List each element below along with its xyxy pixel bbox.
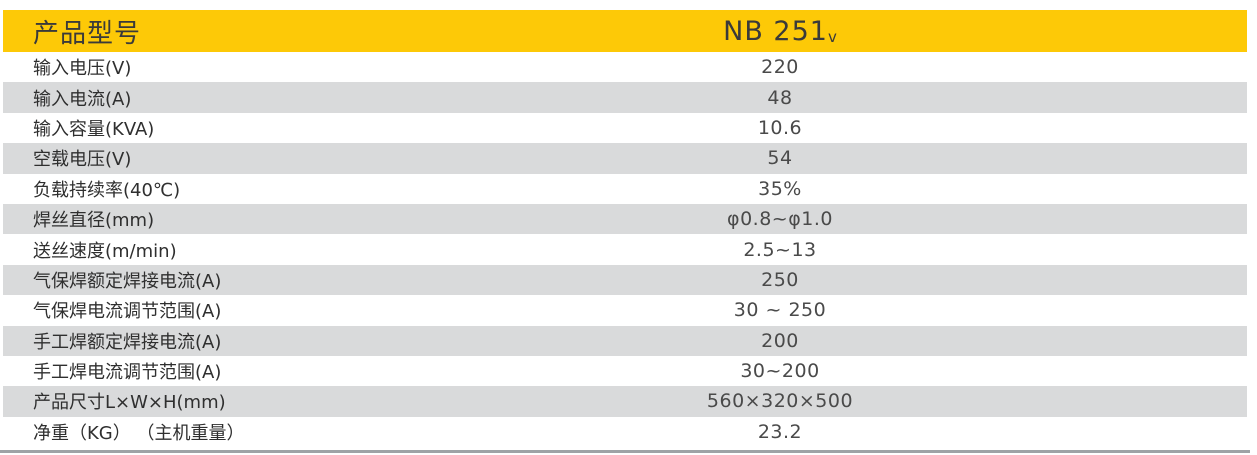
spec-value: 560×320×500 bbox=[706, 390, 854, 413]
spec-label: 送丝速度(m/min) bbox=[33, 240, 177, 262]
table-row: 手工焊电流调节范围(A) 30~200 bbox=[3, 355, 1247, 387]
spec-value: 48 bbox=[767, 86, 793, 109]
model-name: NB 251 bbox=[723, 15, 828, 47]
spec-value: 30~200 bbox=[740, 360, 820, 383]
spec-label: 产品尺寸L×W×H(mm) bbox=[33, 392, 226, 414]
spec-value: 220 bbox=[761, 56, 799, 79]
table-row: 负载持续率(40℃) 35% bbox=[3, 173, 1247, 204]
spec-value: 23.2 bbox=[757, 420, 803, 443]
header-model-value: NB 251v bbox=[313, 16, 1247, 47]
spec-value: φ0.8~φ1.0 bbox=[727, 208, 833, 231]
table-row: 空载电压(V) 54 bbox=[3, 143, 1247, 174]
table-row: 输入容量(KVA) 10.6 bbox=[3, 112, 1247, 144]
spec-label: 手工焊额定焊接电流(A) bbox=[33, 331, 222, 353]
table-row: 手工焊额定焊接电流(A) 200 bbox=[3, 325, 1247, 356]
spec-label: 手工焊电流调节范围(A) bbox=[33, 362, 222, 384]
spec-value: 35% bbox=[758, 177, 802, 200]
table-row: 气保焊电流调节范围(A) 30 ~ 250 bbox=[3, 295, 1247, 326]
table-row: 输入电流(A) 48 bbox=[3, 82, 1247, 113]
table-row: 气保焊额定焊接电流(A) 250 bbox=[3, 264, 1247, 296]
spec-label: 气保焊电流调节范围(A) bbox=[33, 301, 222, 323]
table-row: 产品尺寸L×W×H(mm) 560×320×500 bbox=[3, 386, 1247, 417]
spec-label: 输入电压(V) bbox=[33, 58, 132, 80]
spec-table: 产品型号 NB 251v 输入电压(V) 220 输入电流(A) 48 输入容量… bbox=[3, 10, 1247, 448]
table-row: 送丝速度(m/min) 2.5~13 bbox=[3, 234, 1247, 265]
spec-label: 输入容量(KVA) bbox=[33, 118, 155, 140]
header-label: 产品型号 bbox=[33, 18, 142, 49]
bottom-divider bbox=[0, 450, 1250, 453]
spec-label: 空载电压(V) bbox=[33, 149, 132, 171]
spec-value: 200 bbox=[761, 329, 799, 352]
spec-value: 2.5~13 bbox=[743, 238, 817, 261]
spec-label: 焊丝直径(mm) bbox=[33, 210, 155, 232]
spec-label: 输入电流(A) bbox=[33, 88, 132, 110]
spec-label: 负载持续率(40℃) bbox=[33, 179, 181, 201]
spec-value: 54 bbox=[767, 147, 793, 170]
spec-value: 250 bbox=[761, 268, 799, 291]
table-row: 净重（KG） （主机重量） 23.2 bbox=[3, 416, 1247, 448]
table-row: 输入电压(V) 220 bbox=[3, 52, 1247, 83]
spec-table-header-row: 产品型号 NB 251v bbox=[3, 10, 1247, 52]
spec-label: 气保焊额定焊接电流(A) bbox=[33, 270, 222, 292]
model-name-suffix: v bbox=[827, 27, 837, 46]
spec-value: 10.6 bbox=[757, 116, 803, 139]
spec-label: 净重（KG） （主机重量） bbox=[33, 422, 245, 444]
table-row: 焊丝直径(mm) φ0.8~φ1.0 bbox=[3, 203, 1247, 235]
spec-table-body: 输入电压(V) 220 输入电流(A) 48 输入容量(KVA) 10.6 空载… bbox=[3, 52, 1247, 448]
spec-value: 30 ~ 250 bbox=[733, 299, 827, 322]
